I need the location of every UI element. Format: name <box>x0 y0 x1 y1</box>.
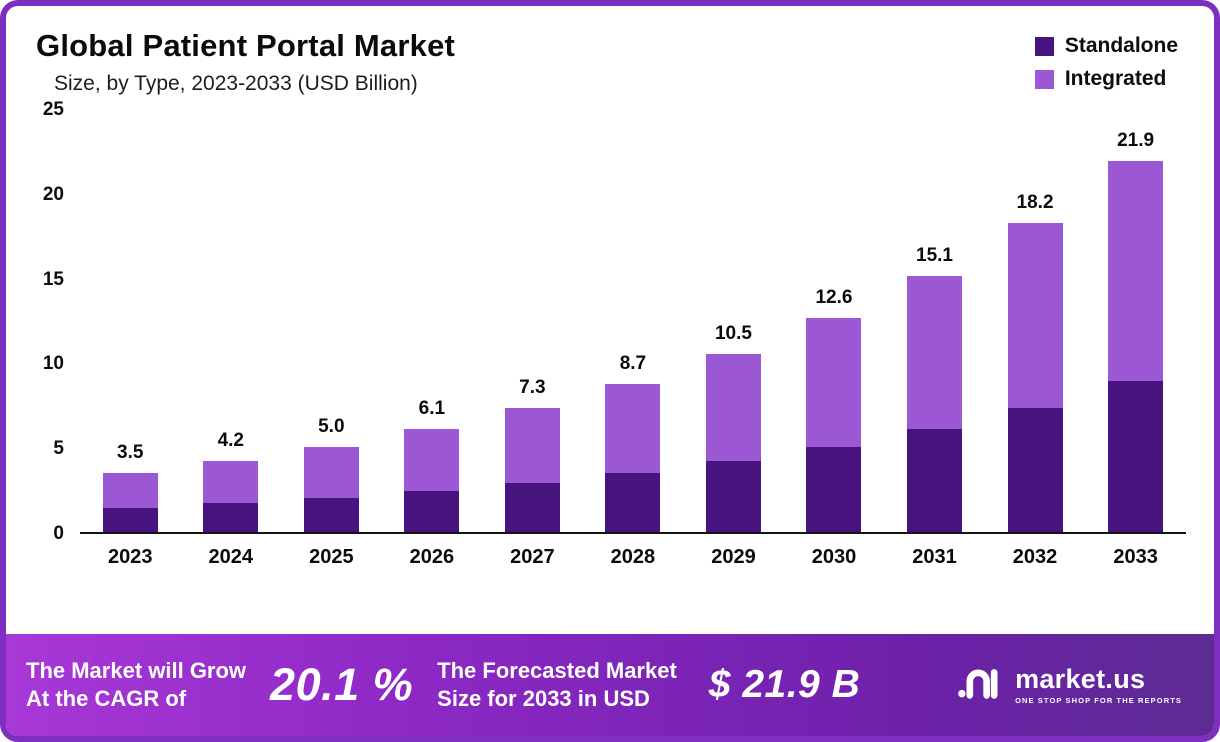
bar-segment-integrated <box>303 447 359 499</box>
bar-segment-integrated <box>203 460 259 504</box>
bar-total-label: 8.7 <box>619 353 647 375</box>
forecast-label-line1: The Forecasted Market <box>437 657 677 683</box>
bar-segment-standalone <box>605 472 661 532</box>
bar-total-label: 10.5 <box>714 322 752 344</box>
bar-group: 3.5 <box>80 442 181 532</box>
brand-tagline: ONE STOP SHOP FOR THE REPORTS <box>1015 695 1182 705</box>
legend-swatch <box>1034 36 1054 56</box>
forecast-value: $ 21.9 B <box>708 663 861 706</box>
bar-segment-integrated <box>504 408 560 483</box>
x-axis-label: 2028 <box>610 546 656 568</box>
bar-total-label: 4.2 <box>217 429 244 451</box>
bar-group: 8.7 <box>583 353 684 532</box>
x-axis-label: 2023 <box>108 546 153 568</box>
bar-segment-standalone <box>203 503 259 532</box>
chart-header: Global Patient Portal Market Size, by Ty… <box>6 6 1214 96</box>
brand-name: market.us <box>1015 663 1146 694</box>
y-tick-label: 15 <box>42 268 64 290</box>
bar-segment-standalone <box>1108 381 1164 532</box>
bar-group: 10.5 <box>683 323 784 532</box>
bar-segment-integrated <box>907 275 963 429</box>
bar-group: 21.9 <box>1085 130 1186 532</box>
bar-total-label: 21.9 <box>1117 129 1155 151</box>
bar-segment-standalone <box>404 491 460 532</box>
chart-area: 0 5 10 15 20 25 3.5 4.2 5.0 6.1 7.3 8.7 10.5 12.6 15.… <box>6 96 1214 569</box>
title-block: Global Patient Portal Market Size, by Ty… <box>36 28 455 96</box>
bar-group: 6.1 <box>382 398 483 532</box>
marketus-logo-icon <box>957 666 1003 705</box>
bar-group: 4.2 <box>181 430 282 532</box>
bar-segment-integrated <box>705 353 761 461</box>
cagr-label: The Market will Grow At the CAGR of <box>26 657 246 713</box>
bar-segment-integrated <box>1007 223 1063 409</box>
bar-segment-standalone <box>907 428 963 532</box>
bar-group: 12.6 <box>784 287 885 532</box>
legend-item: Standalone <box>1034 34 1178 58</box>
forecast-label: The Forecasted Market Size for 2033 in U… <box>437 657 677 713</box>
bar-total-label: 15.1 <box>916 244 953 266</box>
bar-segment-standalone <box>1007 408 1063 532</box>
cagr-value: 20.1 % <box>270 659 414 710</box>
plot-area: 3.5 4.2 5.0 6.1 7.3 8.7 10.5 12.6 15.1 18.2 21.9 <box>80 110 1186 534</box>
bar-segment-standalone <box>504 482 560 532</box>
x-axis-labels: 2023 2024 2025 2026 2027 2028 2029 2030 2031 2032… <box>80 546 1186 569</box>
bar-segment-integrated <box>404 428 460 492</box>
bar-segment-integrated <box>102 472 158 509</box>
x-axis-label: 2033 <box>1113 546 1158 568</box>
bar-group: 15.1 <box>884 245 985 532</box>
bar-group: 5.0 <box>281 416 382 532</box>
legend-item: Integrated <box>1034 67 1178 91</box>
x-axis-label: 2025 <box>309 546 354 568</box>
x-axis-label: 2027 <box>510 546 555 568</box>
bar-total-label: 18.2 <box>1016 192 1054 214</box>
y-tick-label: 5 <box>53 438 64 460</box>
forecast-label-line2: Size for 2033 in USD <box>437 686 650 711</box>
bar-group: 7.3 <box>482 377 583 532</box>
chart-subtitle: Size, by Type, 2023-2033 (USD Billion) <box>54 72 418 95</box>
bar-segment-standalone <box>102 508 158 532</box>
cagr-banner: The Market will Grow At the CAGR of 20.1… <box>6 634 1214 736</box>
legend: Standalone Integrated <box>1034 28 1178 91</box>
y-tick-label: 25 <box>42 99 64 120</box>
marketus-brand: market.us ONE STOP SHOP FOR THE REPORTS <box>957 663 1190 705</box>
bar-segment-standalone <box>705 460 761 532</box>
bar-segment-standalone <box>806 447 862 532</box>
y-tick-label: 20 <box>42 183 64 205</box>
bar-segment-integrated <box>605 384 661 473</box>
bar-segment-integrated <box>806 318 862 448</box>
x-axis-label: 2026 <box>409 546 455 568</box>
x-axis-label: 2031 <box>912 546 957 568</box>
x-axis-label: 2024 <box>208 546 254 568</box>
bar-total-label: 12.6 <box>815 287 853 309</box>
x-axis-label: 2029 <box>711 546 756 568</box>
brand-text: market.us ONE STOP SHOP FOR THE REPORTS <box>1015 663 1182 705</box>
bar-segment-integrated <box>1108 160 1164 382</box>
cagr-label-line1: The Market will Grow <box>26 657 247 683</box>
bar-total-label: 3.5 <box>117 441 144 463</box>
chart-title: Global Patient Portal Market <box>36 28 456 63</box>
legend-swatch <box>1034 69 1054 89</box>
y-tick-label: 0 <box>53 523 64 544</box>
bar-total-label: 5.0 <box>318 416 345 438</box>
x-axis-label: 2030 <box>811 546 857 568</box>
plot-column: 3.5 4.2 5.0 6.1 7.3 8.7 10.5 12.6 15.1 18.2 21.9 2… <box>80 110 1186 569</box>
y-axis: 0 5 10 15 20 25 <box>20 100 80 544</box>
y-tick-label: 10 <box>42 353 64 375</box>
bar-total-label: 6.1 <box>418 397 446 419</box>
bar-segment-standalone <box>303 498 359 532</box>
bar-group: 18.2 <box>985 192 1086 532</box>
bar-total-label: 7.3 <box>519 377 546 399</box>
x-axis-label: 2032 <box>1012 546 1058 568</box>
legend-label: Integrated <box>1064 67 1167 90</box>
legend-label: Standalone <box>1064 34 1178 57</box>
cagr-label-line2: At the CAGR of <box>26 686 187 711</box>
